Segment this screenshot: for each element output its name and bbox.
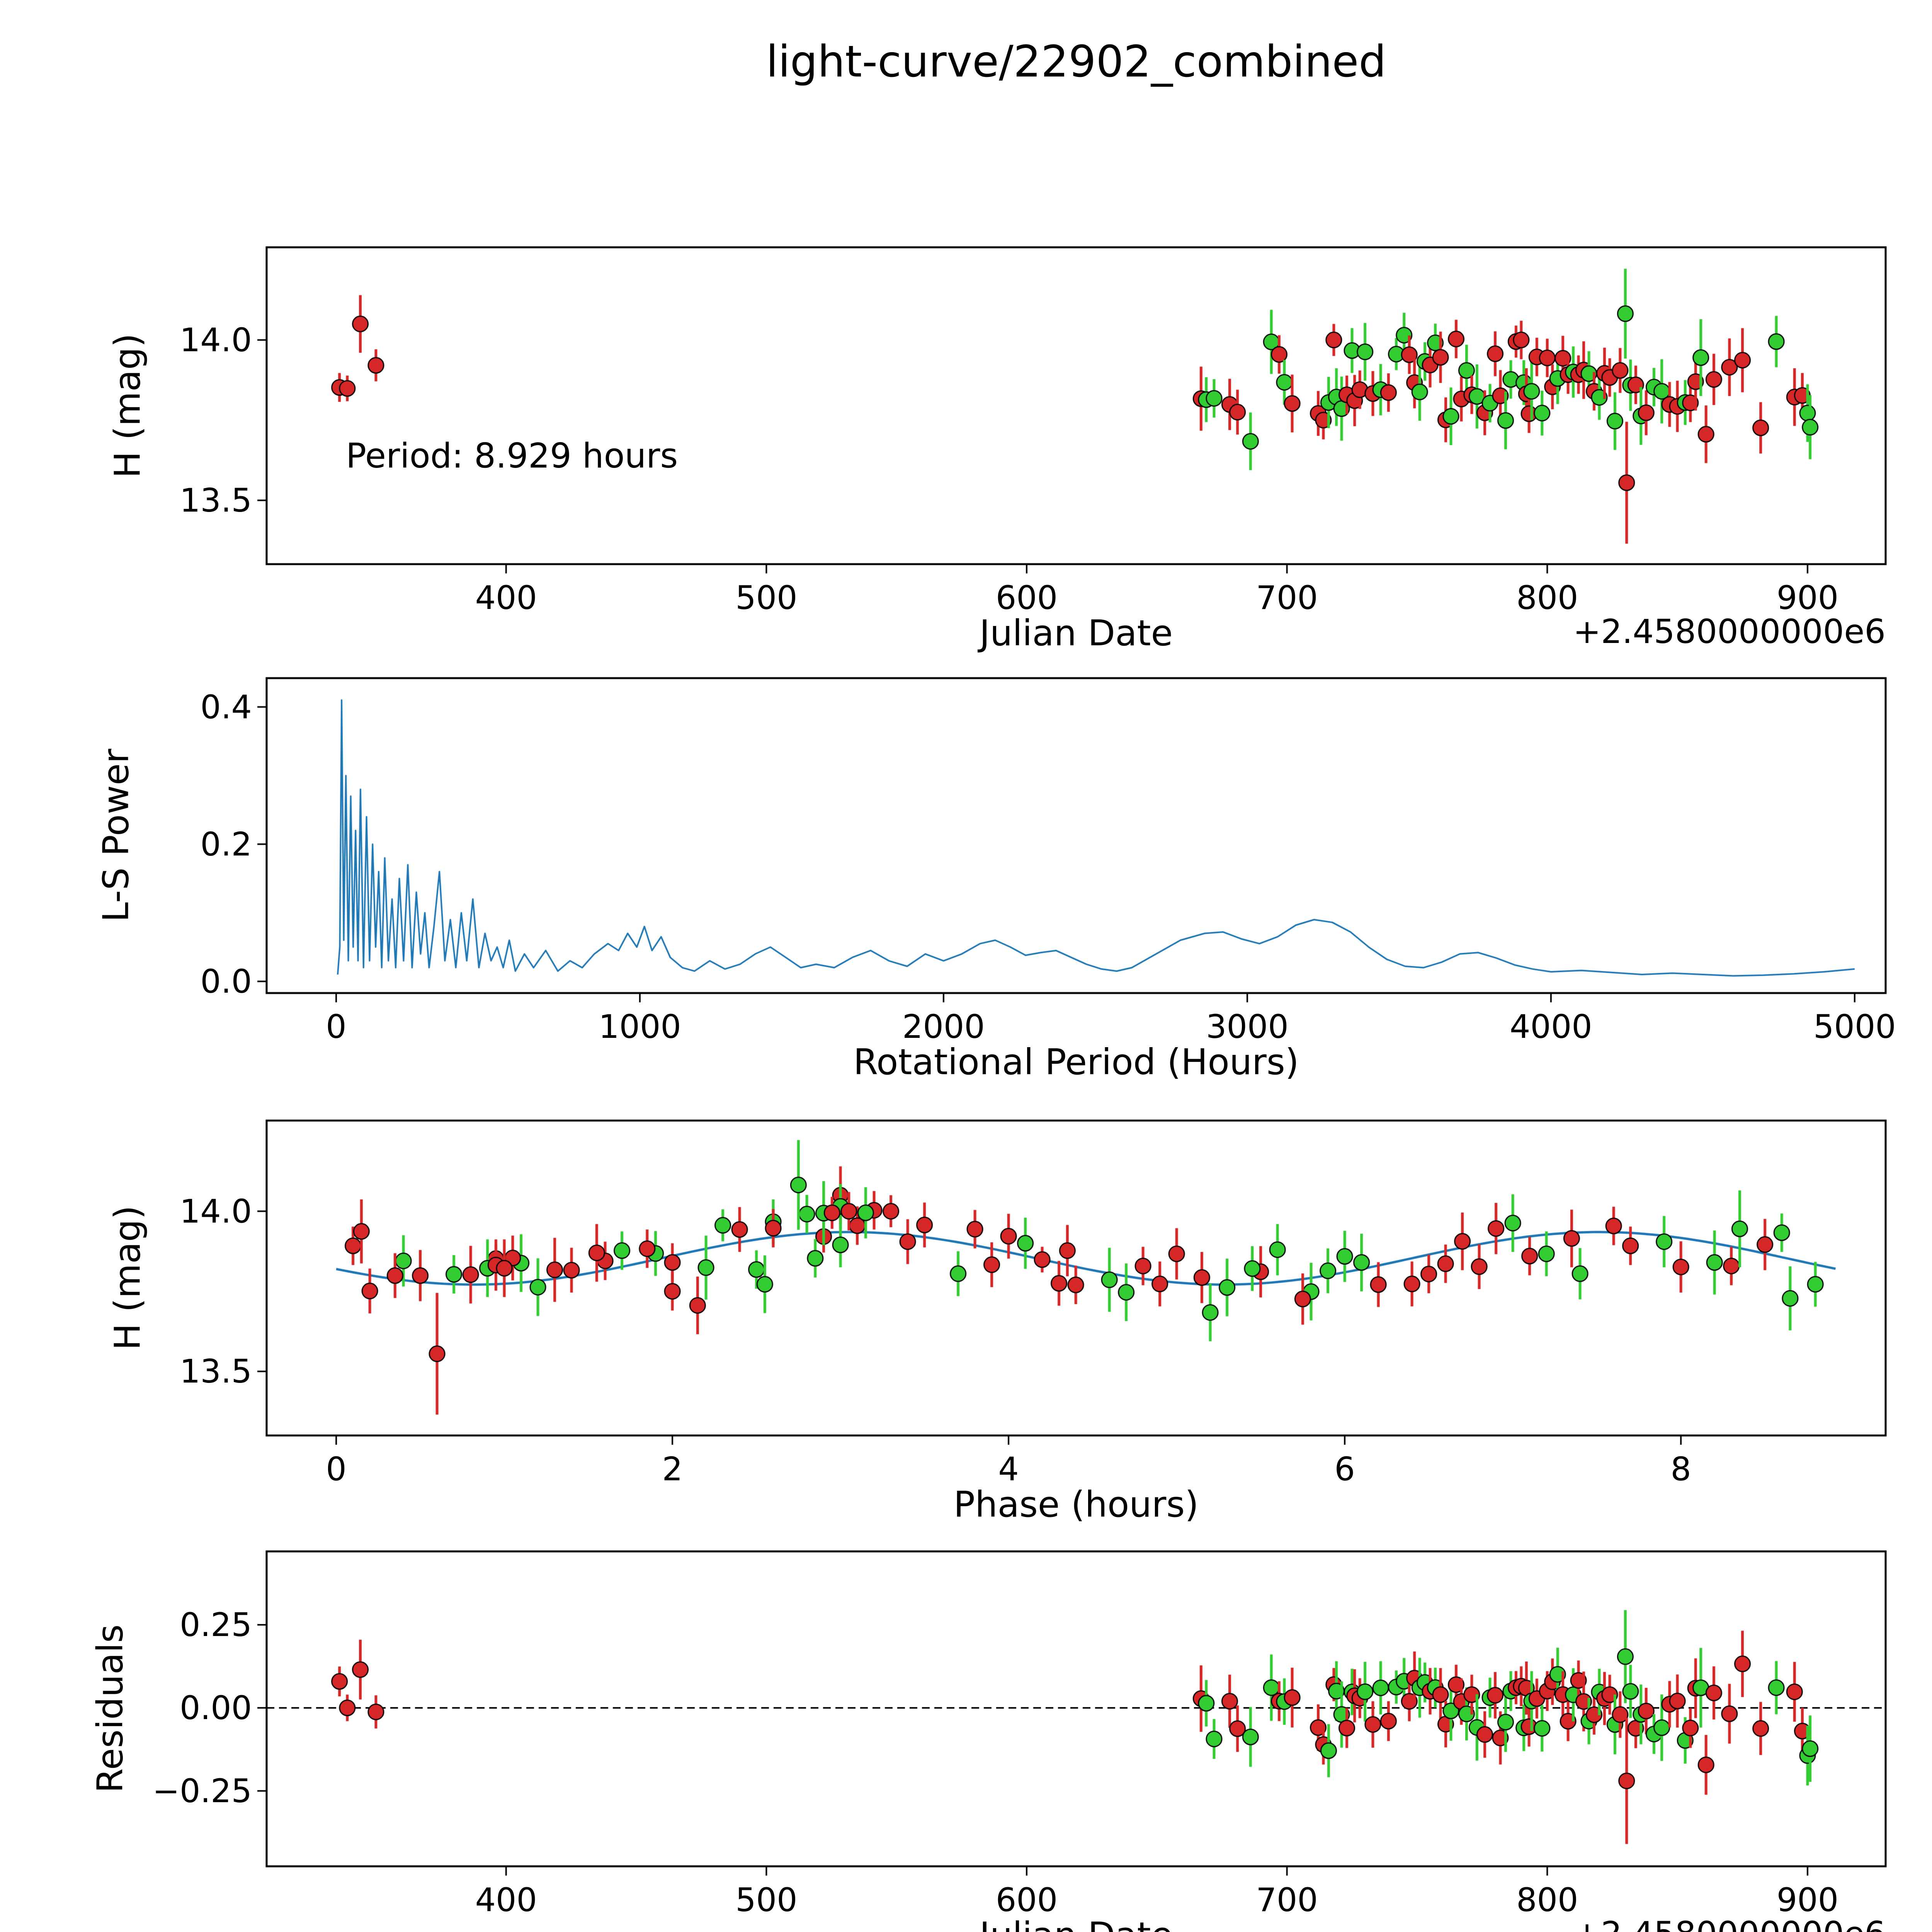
y-tick-label: 0.25	[179, 1605, 252, 1644]
periodogram-y-axis-label: L-S Power	[95, 748, 137, 922]
lightcurve-y-axis-label: H (mag)	[107, 333, 148, 478]
lightcurve-x-axis-label: Julian Date	[979, 612, 1173, 654]
residuals-x-axis-label: Julian Date	[980, 1915, 1173, 1932]
phase-x-axis-label: Phase (hours)	[953, 1484, 1199, 1525]
y-tick-label: −0.25	[152, 1772, 252, 1810]
residuals-x-offset-text: +2.4580000000e6	[1573, 1915, 1886, 1932]
x-tick-label: 1000	[599, 1008, 681, 1046]
x-tick-label: 0	[326, 1450, 347, 1488]
figure-title: light-curve/22902_combined	[766, 37, 1386, 87]
x-tick-label: 900	[1776, 1881, 1839, 1919]
x-tick-label: 4	[998, 1450, 1019, 1488]
period-annotation: Period: 8.929 hours	[346, 436, 678, 476]
x-tick-label: 700	[1256, 579, 1318, 617]
x-tick-label: 5000	[1813, 1008, 1896, 1046]
x-tick-label: 4000	[1509, 1008, 1592, 1046]
x-tick-label: 800	[1516, 579, 1578, 617]
x-tick-label: 8	[1670, 1450, 1691, 1488]
lightcurve-x-offset-text: +2.4580000000e6	[1573, 612, 1886, 651]
periodogram-x-axis-label: Rotational Period (Hours)	[853, 1041, 1299, 1083]
x-tick-label: 600	[995, 579, 1058, 617]
x-tick-label: 400	[475, 1881, 537, 1919]
x-tick-label: 3000	[1206, 1008, 1289, 1046]
y-tick-label: 0.0	[200, 962, 252, 1000]
x-tick-label: 0	[326, 1008, 347, 1046]
x-tick-label: 900	[1776, 579, 1839, 617]
y-tick-label: 0.00	[179, 1689, 252, 1727]
y-tick-label: 13.5	[179, 481, 252, 519]
x-tick-label: 600	[995, 1881, 1058, 1919]
x-tick-label: 700	[1256, 1881, 1318, 1919]
y-tick-label: 0.2	[200, 825, 252, 863]
x-tick-label: 400	[475, 579, 537, 617]
x-tick-label: 6	[1334, 1450, 1355, 1488]
y-tick-label: 14.0	[179, 1192, 252, 1230]
y-tick-label: 14.0	[179, 321, 252, 359]
x-tick-label: 500	[735, 1881, 798, 1919]
y-tick-label: 13.5	[179, 1352, 252, 1391]
phase-y-axis-label: H (mag)	[107, 1205, 148, 1350]
x-tick-label: 800	[1516, 1881, 1578, 1919]
y-tick-label: 0.4	[200, 688, 252, 726]
residuals-y-axis-label: Residuals	[89, 1624, 131, 1793]
x-tick-label: 2	[662, 1450, 683, 1488]
x-tick-label: 2000	[902, 1008, 985, 1046]
x-tick-label: 500	[735, 579, 798, 617]
